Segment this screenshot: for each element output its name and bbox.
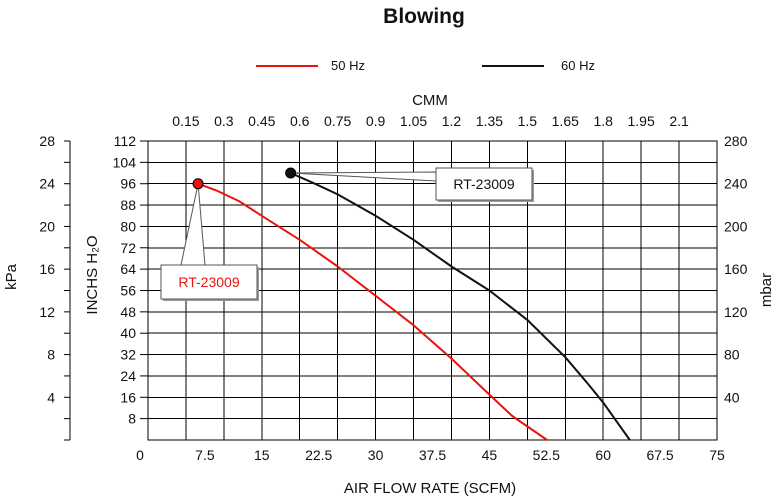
callout-box (160, 264, 258, 300)
kpa-tick-label: 16 (39, 261, 55, 277)
series-line-60hz (290, 172, 631, 441)
cmm-tick-label: 0.75 (324, 113, 351, 129)
mbar-tick-label: 160 (724, 261, 748, 277)
callout-pointer (290, 171, 437, 182)
chart-title: Blowing (383, 5, 465, 28)
cmm-axis-ticks: 0.15 0.3 0.45 0.6 0.75 0.9 1.05 1.2 1.35 1.5 1.65 1… (172, 113, 689, 129)
y-tick-label: 8 (128, 411, 136, 427)
y-tick-label: 40 (120, 325, 136, 341)
mbar-tick-label: 80 (724, 347, 740, 363)
cmm-tick-label: 1.35 (476, 113, 503, 129)
mbar-axis-label: mbar (758, 273, 775, 307)
cmm-tick-label: 1.2 (442, 113, 462, 129)
x-tick-label: 15 (254, 447, 270, 463)
callout-50hz: RT-23009 (160, 178, 259, 301)
kpa-tick-label: 4 (47, 389, 55, 405)
legend: 50 Hz 60 Hz (256, 58, 595, 73)
mbar-tick-label: 200 (724, 218, 748, 234)
mbar-tick-label: 240 (724, 176, 748, 192)
annotation-layer: RT-23009 RT-23009 (160, 167, 534, 301)
cmm-tick-label: 0.9 (366, 113, 386, 129)
x-tick-label: 22.5 (305, 447, 332, 463)
y-tick-label: 16 (120, 389, 136, 405)
y-tick-label: 96 (120, 176, 136, 192)
y-tick-label: 56 (120, 283, 136, 299)
y-tick-label: 32 (120, 347, 136, 363)
kpa-tick-label: 12 (39, 304, 55, 320)
y-tick-label: 24 (120, 368, 136, 384)
series-line-50hz (197, 182, 548, 441)
kpa-axis: 4 8 12 16 20 24 28 (39, 133, 71, 441)
y-tick-label: 104 (113, 154, 137, 170)
legend-label-50hz: 50 Hz (331, 58, 365, 73)
callout-label: RT-23009 (453, 176, 514, 192)
x-tick-label: 45 (482, 447, 498, 463)
cmm-tick-label: 0.6 (290, 113, 310, 129)
x-tick-label: 7.5 (195, 447, 215, 463)
kpa-tick-label: 28 (39, 133, 55, 149)
x-tick-label: 52.5 (533, 447, 560, 463)
y-tick-label: 48 (120, 304, 136, 320)
cmm-axis-label: CMM (412, 92, 448, 109)
cmm-tick-label: 0.45 (248, 113, 275, 129)
callout-pointer (180, 183, 206, 266)
y-tick-label: 64 (120, 261, 136, 277)
kpa-tick-label: 8 (47, 347, 55, 363)
mbar-tick-label: 280 (724, 133, 748, 149)
series-layer (197, 172, 631, 441)
callout-label: RT-23009 (178, 274, 239, 290)
callout-60hz: RT-23009 (285, 167, 534, 202)
x-axis-label: AIR FLOW RATE (SCFM) (344, 480, 516, 497)
y-tick-label: 80 (120, 218, 136, 234)
mbar-tick-label: 120 (724, 304, 748, 320)
y-tick-label: 112 (114, 133, 137, 149)
x-tick-label: 67.5 (646, 447, 673, 463)
cmm-tick-label: 2.1 (669, 113, 689, 129)
kpa-axis-label: kPa (3, 263, 20, 290)
kpa-tick-label: 20 (39, 218, 55, 234)
legend-label-60hz: 60 Hz (561, 58, 595, 73)
y-axis-label: INCHS H₂O (84, 235, 101, 314)
x-tick-label: 37.5 (419, 447, 446, 463)
mbar-axis-ticks: 40 80 120 160 200 240 280 (724, 133, 748, 405)
y-axis-ticks: 8 16 24 32 40 48 56 64 72 80 88 96 104 112 (113, 133, 148, 427)
x-tick-label: 60 (595, 447, 611, 463)
cmm-tick-label: 1.05 (400, 113, 427, 129)
cmm-tick-label: 1.5 (518, 113, 538, 129)
cmm-tick-label: 1.8 (593, 113, 613, 129)
x-axis-ticks: 0 7.5 15 22.5 30 37.5 45 52.5 60 67.5 75 (136, 447, 725, 463)
cmm-tick-label: 0.3 (214, 113, 234, 129)
cmm-tick-label: 1.95 (628, 113, 655, 129)
rating-point-marker (285, 167, 297, 179)
mbar-tick-label: 40 (724, 389, 740, 405)
cmm-tick-label: 0.15 (172, 113, 199, 129)
x-tick-label: 30 (368, 447, 384, 463)
y-tick-label: 72 (120, 240, 136, 256)
y-tick-label: 88 (120, 197, 136, 213)
cmm-tick-label: 1.65 (552, 113, 579, 129)
kpa-tick-label: 24 (39, 176, 55, 192)
x-tick-label: 75 (709, 447, 725, 463)
x-tick-label: 0 (136, 447, 144, 463)
rating-point-marker (192, 178, 204, 190)
callout-box (435, 167, 533, 201)
